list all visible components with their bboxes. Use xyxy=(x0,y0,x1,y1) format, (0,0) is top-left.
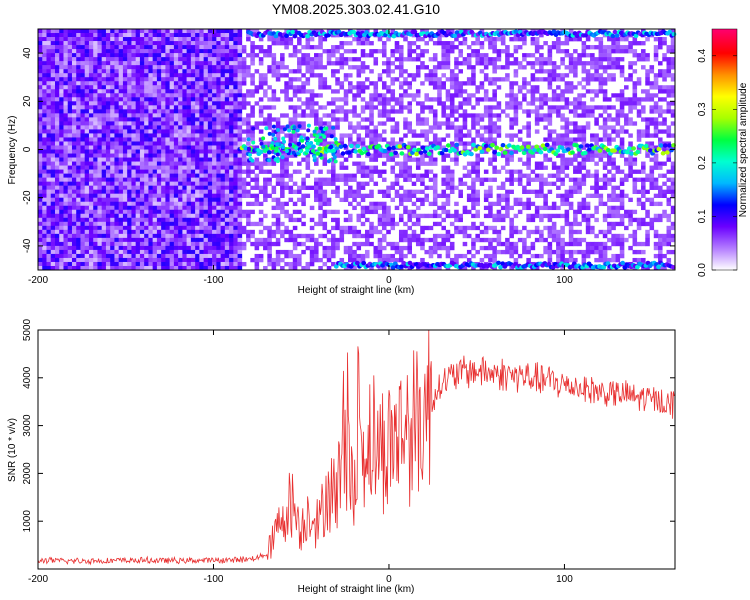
snr-y-tick-label: 5000 xyxy=(22,318,33,341)
spectrogram-x-label: Height of straight line (km) xyxy=(298,285,415,296)
colorbar-tick-label: 0.2 xyxy=(697,156,708,170)
colorbar-tick-label: 0.3 xyxy=(697,102,708,116)
snr-x-tick-label: 100 xyxy=(556,574,573,585)
colorbar-label: Normalized spectral amplitude xyxy=(738,82,749,217)
spectrogram-y-tick-label: 40 xyxy=(22,47,33,59)
snr-x-tick-label: 0 xyxy=(386,574,392,585)
snr-x-tick-label: -200 xyxy=(28,574,48,585)
snr-y-tick-label: 4000 xyxy=(22,366,33,389)
snr-y-label: SNR (10 * v/v) xyxy=(7,418,18,482)
spectrogram-x-tick-label: -200 xyxy=(28,275,48,286)
spectrogram-x-tick-label: -100 xyxy=(203,275,223,286)
spectrogram-x-tick-label: 0 xyxy=(386,275,392,286)
colorbar-tick-label: 0.1 xyxy=(697,209,708,223)
snr-x-tick-label: -100 xyxy=(203,574,223,585)
spectrogram-heatmap xyxy=(38,29,677,271)
spectrogram-y-tick-label: 0 xyxy=(22,146,33,152)
spectrogram-y-tick-label: 20 xyxy=(22,95,33,107)
spectrogram-y-tick-label: -40 xyxy=(22,238,33,253)
snr-y-tick-label: 3000 xyxy=(22,414,33,437)
snr-ticks: -200 -100 0 100 1000 2000 3000 4000 5000 xyxy=(22,318,675,585)
colorbar: 0.0 0.1 0.2 0.3 0.4 Normalized spectral ampl… xyxy=(697,28,749,277)
snr-y-tick-label: 2000 xyxy=(22,462,33,485)
spectrogram-y-tick-label: -20 xyxy=(22,190,33,205)
spectrogram-y-label: Frequency (Hz) xyxy=(7,116,18,185)
colorbar-ticks: 0.0 0.1 0.2 0.3 0.4 xyxy=(697,48,737,277)
snr-series-line xyxy=(37,329,675,566)
colorbar-gradient xyxy=(711,28,738,271)
colorbar-tick-label: 0.4 xyxy=(697,48,708,62)
snr-x-label: Height of straight line (km) xyxy=(298,584,415,595)
spectrogram-x-tick-label: 100 xyxy=(556,275,573,286)
snr-panel: -200 -100 0 100 1000 2000 3000 4000 5000 Height … xyxy=(7,318,676,595)
snr-frame xyxy=(37,329,676,570)
figure-title: YM08.2025.303.02.41.G10 xyxy=(272,1,440,17)
colorbar-tick-label: 0.0 xyxy=(697,263,708,277)
snr-y-tick-label: 1000 xyxy=(22,510,33,533)
